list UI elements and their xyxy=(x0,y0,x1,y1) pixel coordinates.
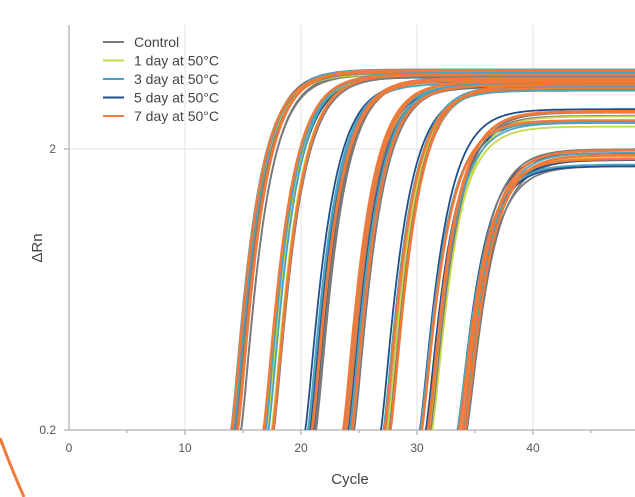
curve-1-day-at-50-c-69 xyxy=(431,115,635,430)
curve-1-day-at-50-c-81 xyxy=(463,156,635,430)
y-axis-title: ΔRn xyxy=(29,233,46,262)
curve-1-day-at-50-c-79 xyxy=(464,155,635,430)
curve-7-day-at-50-c-88 xyxy=(463,153,635,430)
curve-control-54 xyxy=(386,85,635,430)
curve-7-day-at-50-c-73 xyxy=(420,119,635,430)
curve-control-57 xyxy=(387,86,635,430)
curve-5-day-at-50-c-65 xyxy=(418,108,635,430)
legend-label-4: 7 day at 50°C xyxy=(134,108,219,124)
curve-7-day-at-50-c-25 xyxy=(262,73,635,430)
corner-accent-arc xyxy=(0,437,26,497)
curve-control-78 xyxy=(466,158,635,430)
y-tick-label-0: 0.2 xyxy=(39,423,56,437)
x-tick-label-1: 10 xyxy=(178,441,192,455)
curve-7-day-at-50-c-38 xyxy=(310,76,635,430)
x-axis-title: Cycle xyxy=(331,471,369,488)
curve-7-day-at-50-c-13 xyxy=(236,69,635,430)
curve-7-day-at-50-c-51 xyxy=(344,80,635,430)
y-tick-label-1: 2 xyxy=(49,142,56,156)
curve-1-day-at-50-c-76 xyxy=(462,155,635,430)
curve-1-day-at-50-c-53 xyxy=(388,87,635,430)
curve-1-day-at-50-c-58 xyxy=(386,84,635,430)
legend-label-1: 1 day at 50°C xyxy=(134,53,219,69)
curve-7-day-at-50-c-63 xyxy=(389,83,635,430)
curve-3-day-at-50-c-60 xyxy=(383,84,635,430)
tick-labels: 0 10 20 30 40 0.2 2 xyxy=(39,142,540,455)
x-tick-label-4: 40 xyxy=(526,441,540,455)
curve-7-day-at-50-c-74 xyxy=(426,110,635,430)
curve-3-day-at-50-c-84 xyxy=(462,152,635,430)
x-tick-label-0: 0 xyxy=(66,441,73,455)
legend: Control 1 day at 50°C 3 day at 50°C 5 day a… xyxy=(103,34,219,124)
curve-7-day-at-50-c-87 xyxy=(457,157,635,430)
x-tick-label-2: 20 xyxy=(294,441,308,455)
curve-5-day-at-50-c-56 xyxy=(383,87,635,430)
curve-control-77 xyxy=(463,165,635,430)
curve-3-day-at-50-c-59 xyxy=(389,86,635,430)
legend-label-0: Control xyxy=(134,34,179,50)
amplification-curves xyxy=(230,68,635,430)
curve-5-day-at-50-c-52 xyxy=(379,89,635,430)
legend-label-2: 3 day at 50°C xyxy=(134,71,219,87)
legend-label-3: 5 day at 50°C xyxy=(134,90,219,106)
curve-7-day-at-50-c-62 xyxy=(383,87,635,430)
x-tick-label-3: 30 xyxy=(410,441,424,455)
curve-5-day-at-50-c-55 xyxy=(386,86,635,430)
